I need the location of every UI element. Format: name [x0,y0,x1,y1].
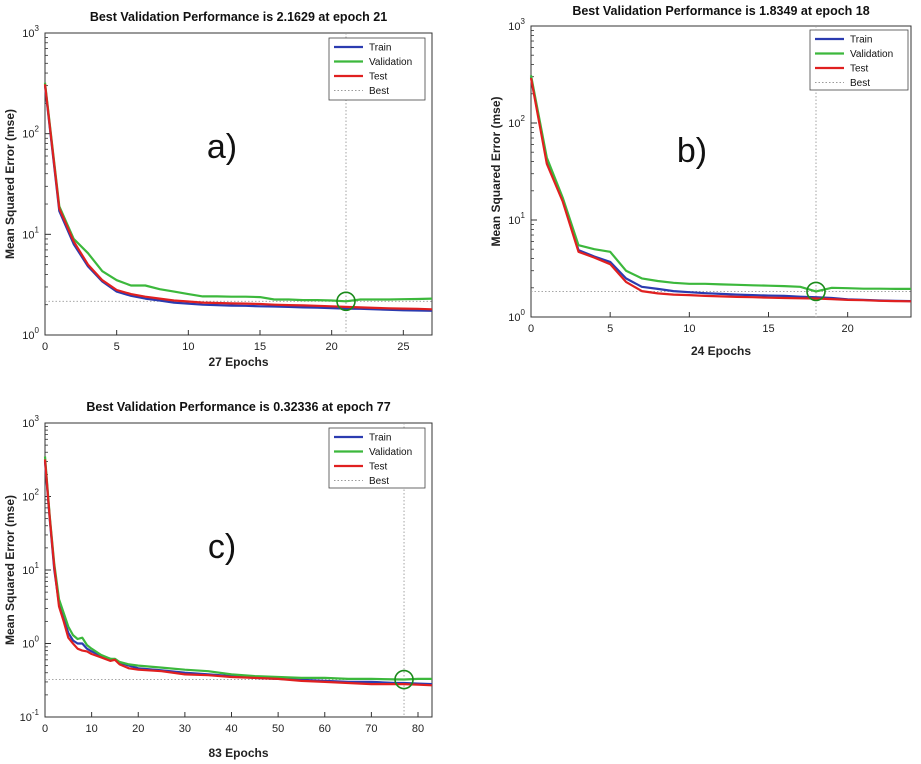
y-tick-label: 100 [508,308,525,324]
x-tick-label: 40 [225,723,237,735]
x-tick-label: 20 [326,341,338,353]
x-axis-label: 24 Epochs [691,344,751,358]
chart-title: Best Validation Performance is 2.1629 at… [90,10,387,24]
x-tick-label: 0 [528,323,534,335]
best-marker [806,281,826,302]
chart-panel-2: 100 101 102 103 0 5 10 15 20 Best Validation Perf… [489,4,912,358]
legend-label: Best [369,86,389,97]
x-tick-label: 5 [607,323,613,335]
legend-label: Test [369,72,388,83]
legend-label: Validation [369,447,412,458]
x-axis-label: 27 Epochs [208,355,268,369]
x-tick-label: 70 [365,723,377,735]
y-axis-label: Mean Squared Error (mse) [489,96,503,246]
y-axis-label: Mean Squared Error (mse) [3,109,17,259]
x-tick-label: 25 [397,341,409,353]
y-tick-label: 101 [508,211,525,227]
x-tick-label: 0 [42,341,48,353]
y-tick-label: 101 [22,561,39,577]
x-tick-label: 15 [762,323,774,335]
y-axis-label: Mean Squared Error (mse) [3,495,17,645]
legend-label: Validation [850,49,893,60]
chart-title: Best Validation Performance is 0.32336 a… [86,400,390,414]
legend: Train Validation Test Best [328,37,426,101]
legend-label: Validation [369,57,412,68]
x-tick-label: 10 [683,323,695,335]
x-tick-label: 20 [132,723,144,735]
x-tick-label: 20 [842,323,854,335]
y-tick-label: 102 [22,125,39,141]
legend-box [328,37,426,101]
y-tick-label: 103 [508,17,525,33]
legend: Train Validation Test Best [328,427,426,489]
x-tick-label: 50 [272,723,284,735]
chart-panel-3: 10-1 100 101 102 103 0 10 20 30 40 50 60 70 80 Best Va… [3,400,433,760]
x-tick-label: 60 [319,723,331,735]
y-tick-label: 102 [22,488,39,504]
legend-label: Train [369,433,391,444]
legend-label: Test [850,64,869,75]
series-line-train [43,85,433,312]
x-tick-label: 10 [182,341,194,353]
panel-label: b) [677,132,707,170]
y-tick-label: 10-1 [20,708,40,724]
legend-label: Train [369,43,391,54]
series-line-validation [529,75,911,293]
legend-label: Best [850,78,870,89]
x-tick-label: 15 [254,341,266,353]
y-tick-label: 102 [508,114,525,130]
x-tick-label: 5 [114,341,120,353]
legend-label: Best [369,476,389,487]
legend-label: Test [369,462,388,473]
panel-label: a) [207,128,237,166]
best-marker [336,291,356,312]
x-tick-label: 80 [412,723,424,735]
y-tick-label: 103 [22,24,39,40]
legend: Train Validation Test Best [809,29,909,91]
legend-label: Train [850,35,872,46]
series-line-test [43,84,433,311]
x-tick-label: 0 [42,723,48,735]
y-tick-label: 103 [22,414,39,430]
series-line-test [43,459,433,687]
best-marker [394,669,414,690]
x-tick-label: 10 [86,723,98,735]
y-tick-label: 101 [22,225,39,241]
y-tick-label: 100 [22,635,39,651]
chart-title: Best Validation Performance is 1.8349 at… [572,4,869,18]
chart-panel-1: 100 101 102 103 0 5 10 15 20 25 Best Validation Pe… [3,10,433,369]
panel-label: c) [208,528,236,566]
y-tick-label: 100 [22,326,39,342]
series-line-test [529,77,912,303]
series-line-validation [43,456,432,681]
x-tick-label: 30 [179,723,191,735]
x-axis-label: 83 Epochs [208,746,268,760]
series-line-validation [43,82,433,303]
